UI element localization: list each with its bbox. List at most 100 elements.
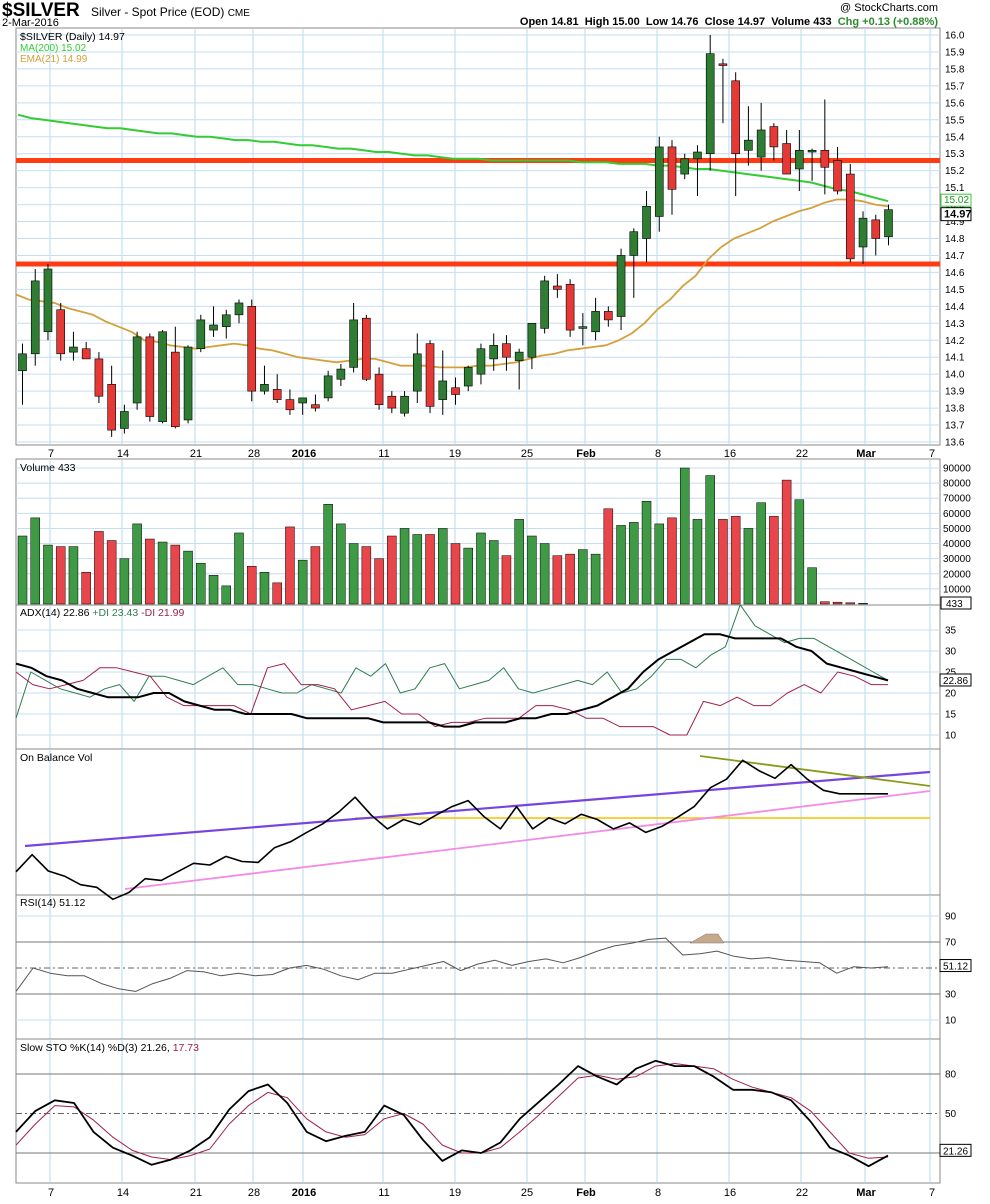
volume-bar: [170, 544, 181, 605]
x-tick-label: 19: [449, 448, 461, 460]
volume-bar: [68, 546, 79, 605]
price-tick-label: 13.7: [945, 421, 965, 432]
candle-body: [718, 63, 728, 66]
ticker-symbol: $SILVER: [2, 0, 80, 21]
adx-tick-label: 15: [945, 710, 957, 721]
x-tick-label-bottom: 21: [190, 1187, 202, 1199]
candle-body: [412, 353, 422, 392]
candle-body: [769, 126, 779, 148]
rsi-overbought-fill: [689, 933, 725, 944]
x-tick-label-bottom: 16: [724, 1187, 736, 1199]
candle-body: [845, 173, 855, 260]
ma200-line: [17, 113, 889, 203]
volume-bar: [310, 546, 321, 605]
volume-bar: [183, 550, 193, 605]
price-tick-label: 15.5: [945, 115, 965, 126]
x-tick-label: 7: [48, 448, 54, 460]
candle-body: [654, 146, 664, 217]
adx-legend-item: -DI 21.99: [138, 607, 184, 619]
adx-value-tag: [939, 673, 972, 687]
panel-frame-price: [15, 27, 941, 446]
volume-bar: [246, 565, 257, 605]
adx-tick-label: 25: [945, 668, 957, 679]
close-value: Close 14.97: [704, 16, 766, 28]
volume-bar: [552, 555, 563, 605]
volume-bar: [616, 525, 626, 605]
volume-bar: [361, 546, 372, 605]
adx-legend-item: ADX(14) 22.86: [20, 607, 90, 619]
ticker-description: Silver - Spot Price (EOD) CME: [91, 5, 250, 19]
volume-bar: [438, 528, 448, 605]
x-tick-label: 21: [190, 448, 202, 460]
volume-value-tag: [940, 596, 972, 610]
candle-body: [336, 368, 346, 380]
candle-body: [553, 285, 562, 290]
candle-body: [18, 353, 27, 372]
candle-body: [833, 160, 842, 192]
volume-bar: [590, 553, 601, 605]
ohlc-stats: Open 14.81 High 15.00 Low 14.76 Close 14…: [520, 16, 938, 28]
volume-bar: [450, 543, 461, 605]
candle-body: [476, 348, 486, 375]
x-tick-label: 22: [796, 448, 808, 460]
price-tick-label: 14.3: [945, 319, 965, 330]
x-tick-label: 11: [378, 448, 389, 460]
candle-body: [425, 343, 435, 407]
candle-body: [30, 280, 40, 355]
candle-body: [69, 346, 78, 353]
candle-body: [642, 205, 651, 239]
volume-bar: [858, 603, 868, 605]
x-tick-label-bottom: 11: [378, 1187, 389, 1199]
candle-body: [56, 309, 66, 355]
candle-body: [680, 158, 690, 175]
volume-bar: [578, 549, 588, 605]
volume-tick-label: 10000: [943, 584, 971, 595]
exchange-text: CME: [227, 8, 250, 19]
last-price-tag: [940, 207, 972, 222]
price-tick-label: 15.4: [945, 132, 965, 143]
candle-body: [43, 268, 53, 333]
price-tick-label: 13.6: [945, 438, 965, 449]
price-tick-label: 14.0: [945, 370, 965, 381]
volume-tick-label: 80000: [943, 479, 971, 490]
price-tick-label: 15.8: [945, 64, 965, 75]
sto-legend: Slow STO %K(14) %D(3) 21.26, 17.73: [20, 1042, 199, 1054]
volume-bar: [119, 558, 130, 605]
candle-body: [298, 397, 307, 404]
price-tick-label: 15.3: [945, 149, 965, 160]
candle-body: [616, 255, 626, 317]
price-tick-label: 13.9: [945, 387, 965, 398]
volume-bar: [667, 517, 677, 605]
candle-body: [145, 336, 155, 417]
volume-bar: [692, 519, 703, 605]
x-tick-label: 16: [724, 448, 736, 460]
volume-bar: [221, 585, 232, 605]
price-tick-label: 14.8: [945, 234, 965, 245]
candle-body: [260, 384, 269, 392]
volume-bar: [323, 504, 333, 605]
candle-body: [807, 150, 817, 153]
volume-bar: [807, 567, 817, 605]
volume-bar: [208, 575, 219, 605]
volume-bar: [463, 547, 473, 605]
volume-bar: [297, 559, 308, 605]
obv-olive-trendline: [699, 755, 931, 787]
volume-bar: [132, 523, 142, 605]
volume-value-label: 433: [946, 599, 963, 610]
candle-body: [527, 322, 537, 358]
candle-body: [463, 367, 473, 387]
candle-body: [693, 151, 702, 160]
volume-bar: [718, 519, 728, 605]
volume-bar: [730, 516, 741, 605]
x-tick-label-bottom: 7: [48, 1187, 54, 1199]
price-tick-label: 16.0: [945, 31, 965, 42]
candle-body: [272, 389, 282, 400]
x-tick-label-bottom: 14: [117, 1187, 129, 1199]
volume-bar: [374, 558, 384, 605]
description-text: Silver - Spot Price (EOD): [91, 5, 225, 19]
volume-bar: [679, 467, 690, 605]
volume-bar: [476, 532, 486, 605]
volume-bar: [425, 534, 435, 605]
candle-body: [349, 319, 358, 368]
